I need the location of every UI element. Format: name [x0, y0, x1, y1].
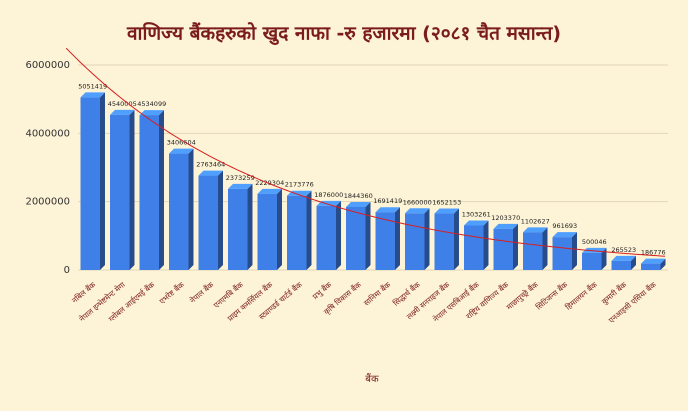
bar-side [394, 207, 400, 270]
value-label: 3406604 [167, 139, 196, 147]
value-label: 1691419 [373, 197, 402, 205]
bar-side [335, 200, 341, 270]
value-label: 1844360 [344, 192, 373, 200]
value-label: 5051419 [78, 82, 107, 90]
bar-top [464, 220, 489, 226]
bar-top [110, 109, 135, 115]
value-label: 2229304 [255, 179, 284, 187]
bar-side [542, 227, 548, 270]
x-tick-label: सानिमा बैंक [362, 280, 392, 308]
bar-side [424, 208, 430, 270]
x-axis-title: बैंक [365, 373, 379, 385]
bar-top [287, 190, 312, 196]
bar [257, 193, 277, 270]
bar-side [158, 110, 164, 270]
bar [464, 225, 484, 270]
bar-top [257, 188, 282, 194]
bar-top [198, 170, 223, 176]
bar-side [453, 208, 459, 270]
chart-title: वाणिज्य बैंकहरुको खुद नाफा -रु हजारमा (२… [126, 22, 561, 46]
y-tick-label: 4000000 [25, 128, 70, 139]
value-label: 961693 [552, 222, 577, 230]
value-label: 1203370 [491, 214, 520, 222]
value-label: 1660000 [403, 198, 432, 206]
bar [493, 228, 513, 270]
trendline [65, 47, 666, 257]
bar-side [660, 258, 666, 270]
bar-top [434, 208, 459, 214]
bar [641, 263, 661, 270]
bar [228, 188, 248, 270]
value-label: 1876000 [314, 191, 343, 199]
bar-top [493, 223, 518, 229]
bar-top [641, 258, 666, 264]
bar-top [228, 183, 253, 189]
bar-top [405, 208, 430, 214]
bar [375, 212, 395, 270]
bar [523, 232, 543, 270]
x-tick-label: नेपाल बैंक [188, 280, 215, 305]
bar-side [365, 201, 371, 270]
bar [611, 260, 631, 270]
bar-top [169, 148, 194, 154]
bar-top [611, 255, 636, 261]
bar-side [630, 255, 636, 270]
bar-top [80, 92, 105, 98]
value-label: 2763464 [196, 161, 225, 169]
bar-top [346, 201, 371, 207]
bar-side [483, 220, 489, 270]
value-label: 1102627 [521, 217, 550, 225]
x-tick-label: माछापुच्छ्रे बैंक [505, 280, 541, 312]
bar-side [512, 223, 518, 270]
bar-side [188, 148, 194, 270]
value-label: 265523 [611, 246, 636, 254]
value-label: 1303261 [462, 210, 491, 218]
bar [287, 195, 307, 270]
bar [346, 206, 366, 270]
bar-top [375, 207, 400, 213]
bar-side [276, 188, 282, 270]
bar [139, 115, 159, 270]
x-tick-label: प्रभु बैंक [311, 280, 334, 302]
bar-side [217, 170, 223, 270]
x-tick-label: एभरेष्ट बैंक [158, 280, 186, 306]
value-label: 1652153 [432, 199, 461, 207]
bar-top [139, 110, 164, 116]
x-tick-label: हिमालयन बैंक [564, 280, 599, 312]
bar-top [552, 232, 577, 238]
value-label: 4540005 [108, 100, 137, 108]
value-label: 2373259 [226, 174, 255, 182]
y-tick-label: 2000000 [25, 197, 70, 208]
bar-side [601, 247, 607, 270]
value-label: 4534099 [137, 100, 166, 108]
bar-side [306, 190, 312, 270]
bar [80, 97, 100, 270]
bar [169, 153, 189, 270]
bar [405, 213, 425, 270]
value-label: 186776 [641, 249, 666, 257]
y-tick-label: 0 [64, 265, 70, 276]
bar [316, 205, 336, 270]
bar-top [523, 227, 548, 233]
value-label: 2173776 [285, 181, 314, 189]
bar-side [99, 92, 105, 270]
bar [434, 213, 454, 270]
x-tick-label: नबिल बैंक [70, 280, 97, 305]
bar [198, 175, 218, 270]
y-tick-label: 6000000 [25, 60, 70, 71]
bar-side [247, 183, 253, 270]
value-label: 500046 [582, 238, 607, 246]
bar-side [129, 109, 135, 270]
bar [110, 114, 130, 270]
bar [552, 237, 572, 270]
bar [582, 252, 602, 270]
bar-side [571, 232, 577, 270]
